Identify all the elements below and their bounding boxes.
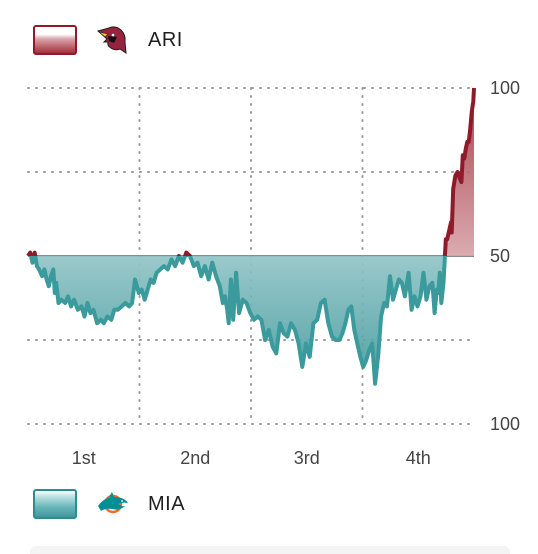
legend-ari: ARI — [0, 20, 538, 60]
ari-probability-area — [28, 88, 474, 256]
y-tick-label: 100 — [490, 78, 520, 98]
x-tick-label-2nd: 2nd — [180, 448, 210, 468]
next-card-edge — [30, 546, 510, 554]
win-probability-chart: 100 50 100 1st 2nd 3rd 4th — [26, 78, 520, 468]
mia-team-abbr: MIA — [148, 493, 186, 515]
y-tick-label: 50 — [490, 246, 510, 266]
dolphin-icon — [98, 492, 128, 514]
mia-color-swatch — [33, 489, 77, 519]
x-tick-label-3rd: 3rd — [294, 448, 320, 468]
mia-probability-line — [28, 256, 447, 386]
legend-mia: MIA — [0, 484, 538, 524]
cardinal-head-icon — [96, 26, 127, 54]
y-axis-labels: 100 50 100 — [490, 78, 520, 434]
x-tick-label-4th: 4th — [406, 448, 431, 468]
x-tick-label-1st: 1st — [72, 448, 96, 468]
ari-color-swatch — [33, 25, 77, 55]
ari-team-abbr: ARI — [148, 29, 183, 51]
x-axis-labels: 1st 2nd 3rd 4th — [72, 448, 431, 468]
ari-probability-line — [26, 87, 476, 256]
mia-probability-area — [28, 256, 474, 384]
y-tick-label: 100 — [490, 414, 520, 434]
